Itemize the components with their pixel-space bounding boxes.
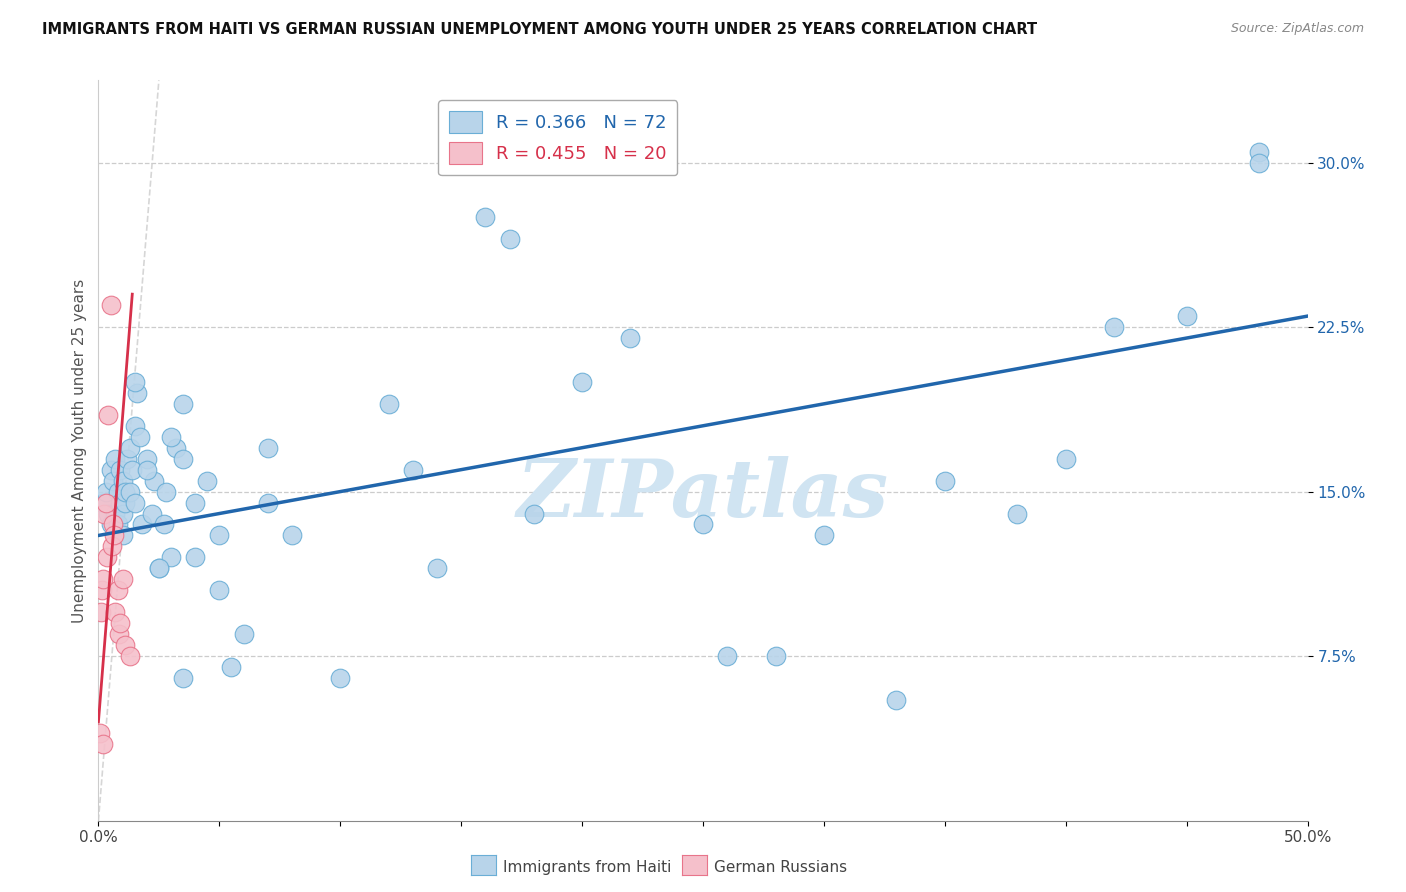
Point (103, 528, 125, 542)
Point (1249, 145, 1271, 159)
Point (108, 616, 131, 631)
Text: German Russians: German Russians (714, 860, 848, 874)
Point (426, 561, 449, 575)
Point (523, 507, 546, 521)
Point (124, 375, 146, 389)
Point (100, 517, 122, 532)
Point (111, 474, 134, 488)
Point (474, 211, 496, 225)
Point (108, 463, 131, 477)
Point (114, 638, 136, 652)
Point (101, 474, 124, 488)
Point (127, 385, 149, 400)
Point (107, 583, 129, 598)
Point (160, 430, 183, 444)
Point (184, 495, 207, 509)
Point (100, 540, 122, 554)
Point (114, 495, 136, 509)
Point (94, 495, 117, 509)
Text: IMMIGRANTS FROM HAITI VS GERMAN RUSSIAN UNEMPLOYMENT AMONG YOUTH UNDER 25 YEARS : IMMIGRANTS FROM HAITI VS GERMAN RUSSIAN … (42, 22, 1038, 37)
Point (135, 451, 157, 466)
Point (619, 331, 641, 345)
Point (256, 441, 278, 455)
Point (114, 484, 136, 499)
Point (172, 671, 194, 685)
Point (91, 737, 114, 751)
Point (104, 451, 127, 466)
Point (1007, 507, 1029, 521)
Point (94, 484, 117, 499)
Point (101, 517, 124, 532)
Point (148, 561, 170, 575)
Point (155, 484, 177, 499)
Point (886, 693, 908, 707)
Point (118, 441, 141, 455)
Point (131, 517, 153, 532)
Point (111, 572, 134, 586)
Y-axis label: Unemployment Among Youth under 25 years: Unemployment Among Youth under 25 years (72, 278, 87, 623)
Point (281, 528, 304, 542)
Point (121, 463, 143, 477)
Point (148, 561, 170, 575)
Point (329, 671, 352, 685)
Point (93, 507, 115, 521)
Point (165, 441, 187, 455)
Legend: R = 0.366   N = 72, R = 0.455   N = 20: R = 0.366 N = 72, R = 0.455 N = 20 (439, 101, 678, 175)
Text: ZIPatlas: ZIPatlas (517, 456, 889, 533)
Point (498, 232, 520, 246)
Point (107, 484, 129, 499)
Point (1102, 320, 1125, 334)
Point (89, 726, 111, 740)
Point (152, 517, 174, 532)
Point (118, 484, 141, 499)
Point (1054, 451, 1077, 466)
Point (184, 550, 207, 565)
Point (124, 418, 146, 433)
Point (141, 507, 163, 521)
Point (813, 528, 835, 542)
Text: Source: ZipAtlas.com: Source: ZipAtlas.com (1230, 22, 1364, 36)
Point (377, 397, 399, 411)
Point (1175, 309, 1198, 323)
Point (934, 474, 956, 488)
Point (100, 463, 122, 477)
Point (128, 430, 150, 444)
Point (160, 550, 183, 565)
Point (111, 528, 134, 542)
Point (108, 495, 131, 509)
Point (143, 474, 166, 488)
Point (172, 397, 194, 411)
Point (97, 507, 120, 521)
Point (256, 495, 278, 509)
Point (107, 517, 129, 532)
Point (104, 507, 127, 521)
Point (111, 507, 134, 521)
Point (118, 649, 141, 664)
Point (90, 605, 112, 619)
Point (124, 495, 146, 509)
Point (232, 627, 254, 641)
Point (195, 474, 218, 488)
Text: Immigrants from Haiti: Immigrants from Haiti (503, 860, 672, 874)
Point (208, 583, 231, 598)
Point (765, 649, 787, 664)
Point (1249, 155, 1271, 169)
Point (135, 463, 157, 477)
Point (221, 660, 243, 674)
Point (208, 528, 231, 542)
Point (91, 572, 114, 586)
Point (716, 649, 738, 664)
Point (692, 517, 714, 532)
Point (402, 463, 425, 477)
Point (96, 550, 118, 565)
Point (100, 298, 122, 312)
Point (108, 627, 131, 641)
Point (97, 408, 120, 422)
Point (117, 451, 139, 466)
Point (91, 583, 114, 598)
Point (91, 495, 114, 509)
Point (172, 451, 194, 466)
Point (104, 605, 127, 619)
Point (571, 375, 593, 389)
